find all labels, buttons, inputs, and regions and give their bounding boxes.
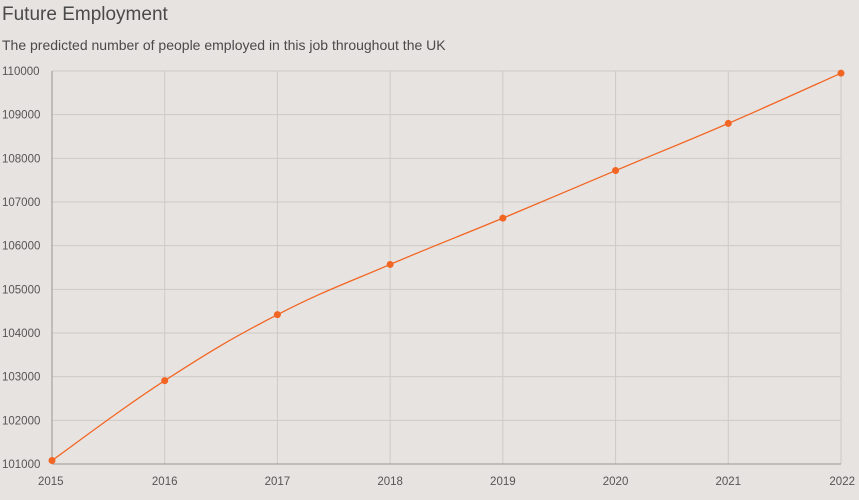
x-tick-label: 2020 (603, 476, 629, 488)
data-point[interactable] (386, 260, 394, 268)
x-tick-label: 2021 (715, 476, 741, 488)
series-line (51, 72, 842, 462)
y-tick-label: 104000 (2, 328, 40, 340)
x-tick-label: 2017 (265, 476, 291, 488)
y-tick-label: 106000 (2, 241, 40, 253)
x-tick-label: 2019 (490, 476, 516, 488)
x-tick-label: 2022 (829, 476, 855, 488)
data-point[interactable] (273, 311, 281, 319)
x-tick-label: 2018 (377, 476, 403, 488)
data-point[interactable] (48, 457, 56, 465)
data-point[interactable] (837, 69, 845, 77)
y-tick-label: 110000 (2, 66, 40, 78)
chart-title: Future Employment (2, 4, 168, 25)
y-tick-label: 102000 (2, 415, 40, 427)
y-tick-label: 107000 (2, 197, 40, 209)
chart-subtitle: The predicted number of people employed … (2, 37, 446, 53)
data-point[interactable] (724, 119, 732, 127)
y-tick-label: 101000 (2, 459, 40, 471)
data-point[interactable] (612, 167, 620, 175)
data-point[interactable] (499, 214, 507, 222)
x-tick-label: 2015 (38, 476, 64, 488)
y-tick-label: 103000 (2, 372, 40, 384)
y-tick-label: 105000 (2, 284, 40, 296)
y-tick-label: 108000 (2, 153, 40, 165)
y-tick-label: 109000 (2, 110, 40, 122)
data-point[interactable] (161, 377, 169, 385)
x-tick-label: 2016 (152, 476, 178, 488)
